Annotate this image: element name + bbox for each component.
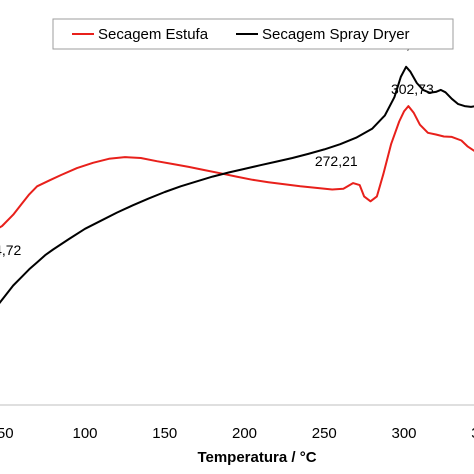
plot-area: 50100150200250300350 4,7267272,21302,733…	[0, 36, 474, 442]
x-tick-label: 350	[471, 425, 474, 442]
x-tick-label: 150	[152, 425, 177, 442]
x-axis-label: Temperatura / °C	[197, 449, 316, 466]
peak-annotation: 302,73	[391, 81, 434, 97]
series-line-estufa	[0, 105, 474, 229]
x-tick-label: 100	[72, 425, 97, 442]
series-line-spray-dryer	[0, 65, 474, 304]
legend-label-estufa: Secagem Estufa	[98, 26, 209, 43]
x-tick-label: 50	[0, 425, 14, 442]
peak-annotation: 4,72	[0, 242, 22, 258]
series-layer	[0, 65, 474, 304]
peak-annotation: 272,21	[315, 153, 358, 169]
x-tick-label: 250	[312, 425, 337, 442]
legend: Secagem Estufa Secagem Spray Dryer	[52, 18, 454, 50]
x-axis-ticks: 50 100 150 200 250 300 350	[0, 425, 474, 442]
legend-label-spray-dryer: Secagem Spray Dryer	[262, 26, 410, 43]
x-tick-label: 300	[391, 425, 416, 442]
x-tick-label: 200	[232, 425, 257, 442]
